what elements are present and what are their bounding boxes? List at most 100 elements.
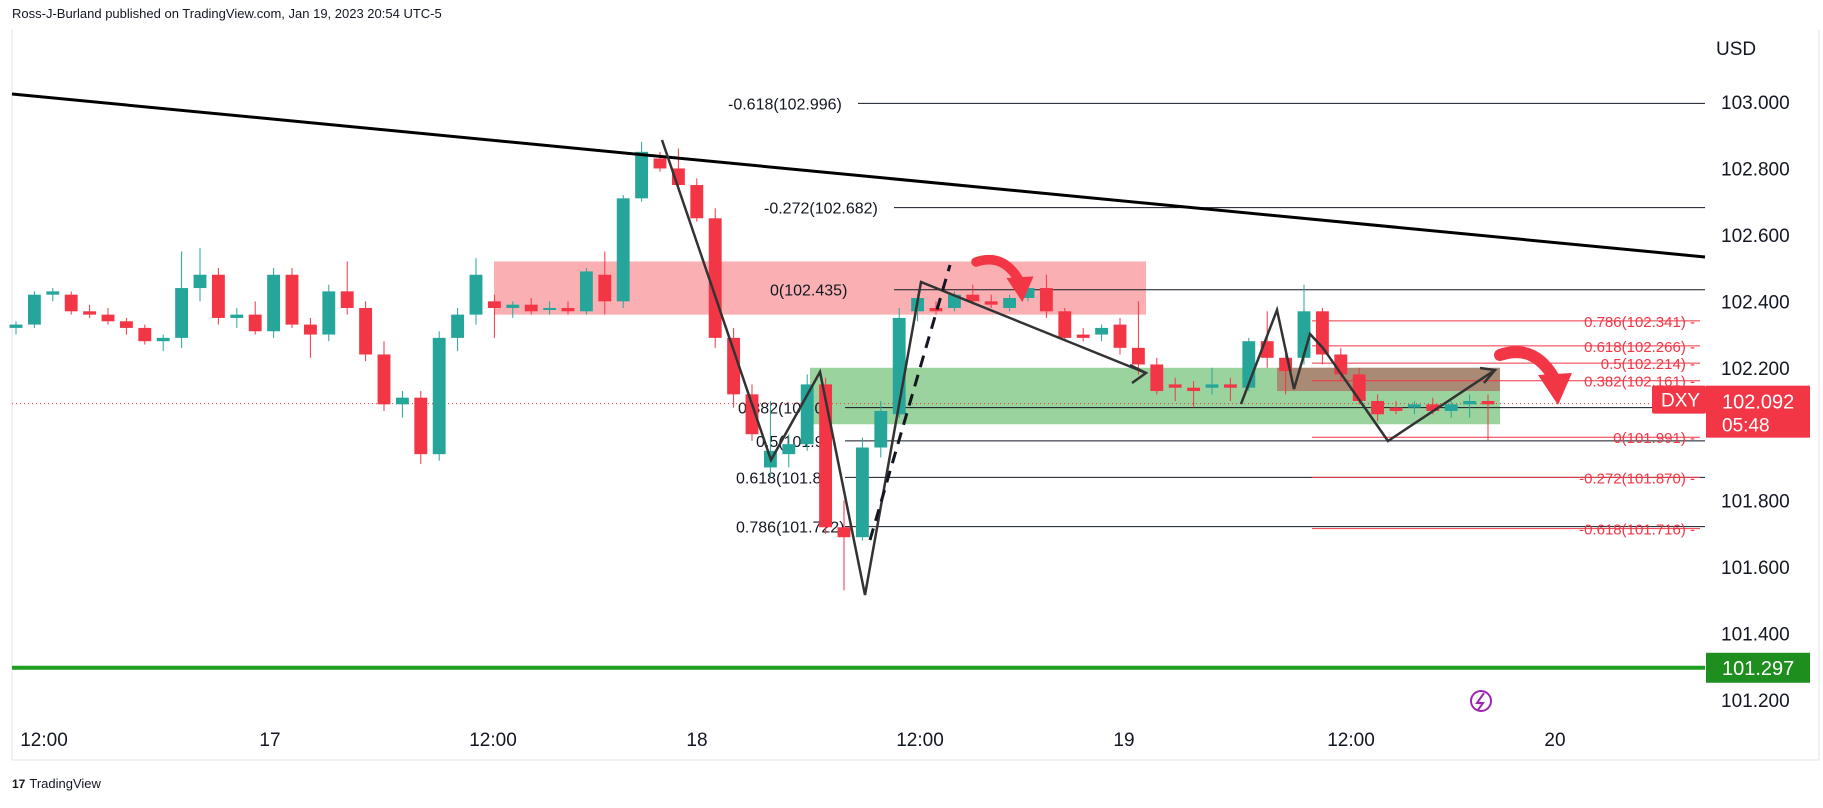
x-tick-label: 12:00 bbox=[1327, 730, 1375, 751]
fib-right-label: 0.786(102.341) - bbox=[1584, 314, 1695, 331]
candle-body bbox=[1371, 401, 1385, 415]
candle-body bbox=[267, 274, 281, 332]
fib-right-label: -0.272(101.870) - bbox=[1579, 470, 1695, 487]
candle-body bbox=[984, 301, 998, 305]
candle-body bbox=[1352, 374, 1366, 401]
candle-body bbox=[966, 294, 980, 302]
x-tick-label: 18 bbox=[686, 730, 707, 751]
candle-body bbox=[1131, 347, 1145, 365]
candle-body bbox=[119, 321, 133, 328]
candle-body bbox=[469, 274, 483, 315]
x-tick-label: 12:00 bbox=[20, 730, 68, 751]
candle-body bbox=[874, 410, 888, 448]
swing-path-b bbox=[1239, 305, 1496, 443]
candle-body bbox=[175, 288, 189, 338]
candle-body bbox=[1058, 311, 1072, 338]
candle-body bbox=[83, 311, 97, 315]
candle-body bbox=[1223, 384, 1237, 388]
symbol-label: DXY bbox=[1661, 391, 1700, 412]
candle-body bbox=[432, 337, 446, 455]
candle-body bbox=[1481, 401, 1495, 405]
candle-body bbox=[1113, 324, 1127, 348]
candle-body bbox=[727, 337, 741, 395]
candle-body bbox=[855, 447, 869, 538]
candle-body bbox=[1205, 384, 1219, 388]
candle-body bbox=[1389, 407, 1403, 411]
x-tick-label: 17 bbox=[259, 730, 280, 751]
fib-left-label: -0.618(102.996) bbox=[728, 96, 842, 113]
y-tick-label: 101.400 bbox=[1721, 625, 1790, 646]
flash-icon[interactable] bbox=[1470, 690, 1492, 712]
fib-left-label: 0(102.435) bbox=[770, 283, 847, 300]
y-tick-label: 102.600 bbox=[1721, 226, 1790, 247]
y-tick-label: 101.200 bbox=[1721, 691, 1790, 712]
candle-body bbox=[1095, 327, 1109, 335]
candle-body bbox=[1150, 364, 1164, 392]
candle-body bbox=[211, 274, 225, 318]
candle-body bbox=[929, 307, 943, 312]
fib-left-label: 0.618(101.87 bbox=[736, 470, 830, 487]
y-tick-label: 103.000 bbox=[1721, 93, 1790, 114]
x-tick-label: 19 bbox=[1113, 730, 1134, 751]
fib-right-label: -0.618(101.716) - bbox=[1579, 522, 1695, 539]
y-axis-unit: USD bbox=[1716, 39, 1756, 60]
candle-body bbox=[138, 327, 152, 342]
candle-body bbox=[1407, 404, 1421, 408]
candle-body bbox=[27, 294, 41, 325]
symbol-badge bbox=[1652, 385, 1706, 414]
tradingview-logo-icon: 17 bbox=[12, 776, 26, 791]
x-tick-label: 12:00 bbox=[896, 730, 944, 751]
candle-body bbox=[1463, 401, 1477, 405]
candle-body bbox=[708, 218, 722, 338]
x-tick-label: 20 bbox=[1544, 730, 1565, 751]
publish-info: Ross-J-Burland published on TradingView.… bbox=[12, 6, 442, 21]
candle-body bbox=[1444, 404, 1458, 411]
candle-body bbox=[837, 527, 851, 538]
candle-body bbox=[285, 274, 299, 325]
candle-body bbox=[395, 397, 409, 405]
candle-body bbox=[745, 394, 759, 435]
support-price-badge bbox=[1706, 652, 1810, 683]
x-tick-label: 12:00 bbox=[469, 730, 517, 751]
y-tick-label: 102.800 bbox=[1721, 159, 1790, 180]
fib-right-label: 0.5(102.214) - bbox=[1601, 356, 1695, 373]
down-arrow-icon-head bbox=[1538, 373, 1572, 405]
candle-body bbox=[248, 314, 262, 332]
countdown-value: 05:48 bbox=[1722, 416, 1770, 437]
down-arrow-icon bbox=[1494, 346, 1561, 386]
y-tick-label: 102.200 bbox=[1721, 359, 1790, 380]
support-price-value: 101.297 bbox=[1722, 658, 1794, 680]
candle-body bbox=[359, 307, 373, 355]
down-arrow-icon-head bbox=[1006, 276, 1034, 302]
candle-body bbox=[1426, 404, 1440, 411]
candle-body bbox=[1003, 298, 1017, 308]
brand-label: TradingView bbox=[29, 776, 101, 791]
candle-body bbox=[64, 294, 78, 312]
tradingview-brand[interactable]: 17 TradingView bbox=[12, 776, 101, 791]
last-price-value: 102.092 bbox=[1722, 392, 1794, 414]
candle-body bbox=[543, 307, 557, 310]
candle-body bbox=[487, 301, 501, 308]
y-tick-label: 102.400 bbox=[1721, 292, 1790, 313]
candle-body bbox=[303, 324, 317, 335]
arrowhead-icon bbox=[1129, 363, 1149, 385]
candle-body bbox=[524, 304, 538, 312]
candle-body bbox=[193, 274, 207, 289]
fib-left-label: 0.786(101.722) bbox=[736, 520, 845, 537]
candle-body bbox=[1187, 387, 1201, 392]
candle-body bbox=[377, 354, 391, 405]
candle-body bbox=[46, 291, 60, 295]
flash-icon-bolt bbox=[1475, 692, 1485, 711]
candle-body bbox=[414, 397, 428, 455]
candle-body bbox=[1168, 384, 1182, 388]
candle-body bbox=[340, 291, 354, 308]
candle-body bbox=[451, 314, 465, 338]
candle-body bbox=[156, 337, 170, 342]
trendline bbox=[11, 92, 1706, 259]
y-tick-label: 101.600 bbox=[1721, 558, 1790, 579]
target-zone bbox=[1277, 367, 1500, 392]
fib-left-label: -0.272(102.682) bbox=[764, 201, 878, 218]
candle-body bbox=[616, 198, 630, 302]
